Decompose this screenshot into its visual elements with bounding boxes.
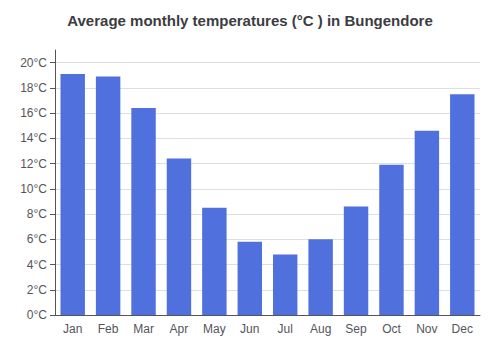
svg-text:2°C: 2°C xyxy=(27,283,47,297)
svg-text:Mar: Mar xyxy=(133,322,154,336)
svg-text:10°C: 10°C xyxy=(20,182,47,196)
svg-text:18°C: 18°C xyxy=(20,81,47,95)
svg-text:8°C: 8°C xyxy=(27,207,47,221)
svg-text:6°C: 6°C xyxy=(27,232,47,246)
svg-text:Jan: Jan xyxy=(63,322,82,336)
svg-text:Nov: Nov xyxy=(416,322,437,336)
svg-text:14°C: 14°C xyxy=(20,131,47,145)
svg-text:Oct: Oct xyxy=(382,322,401,336)
svg-text:12°C: 12°C xyxy=(20,157,47,171)
svg-text:Jun: Jun xyxy=(240,322,259,336)
svg-text:0°C: 0°C xyxy=(27,308,47,322)
svg-text:Dec: Dec xyxy=(452,322,473,336)
svg-text:16°C: 16°C xyxy=(20,106,47,120)
svg-text:Sep: Sep xyxy=(345,322,367,336)
svg-text:Aug: Aug xyxy=(310,322,331,336)
svg-text:Feb: Feb xyxy=(98,322,119,336)
svg-text:Jul: Jul xyxy=(278,322,293,336)
svg-text:Average monthly temperatures (: Average monthly temperatures (°C ) in Bu… xyxy=(67,12,433,29)
svg-text:Apr: Apr xyxy=(170,322,189,336)
svg-text:May: May xyxy=(203,322,226,336)
svg-text:4°C: 4°C xyxy=(27,258,47,272)
svg-text:20°C: 20°C xyxy=(20,56,47,70)
